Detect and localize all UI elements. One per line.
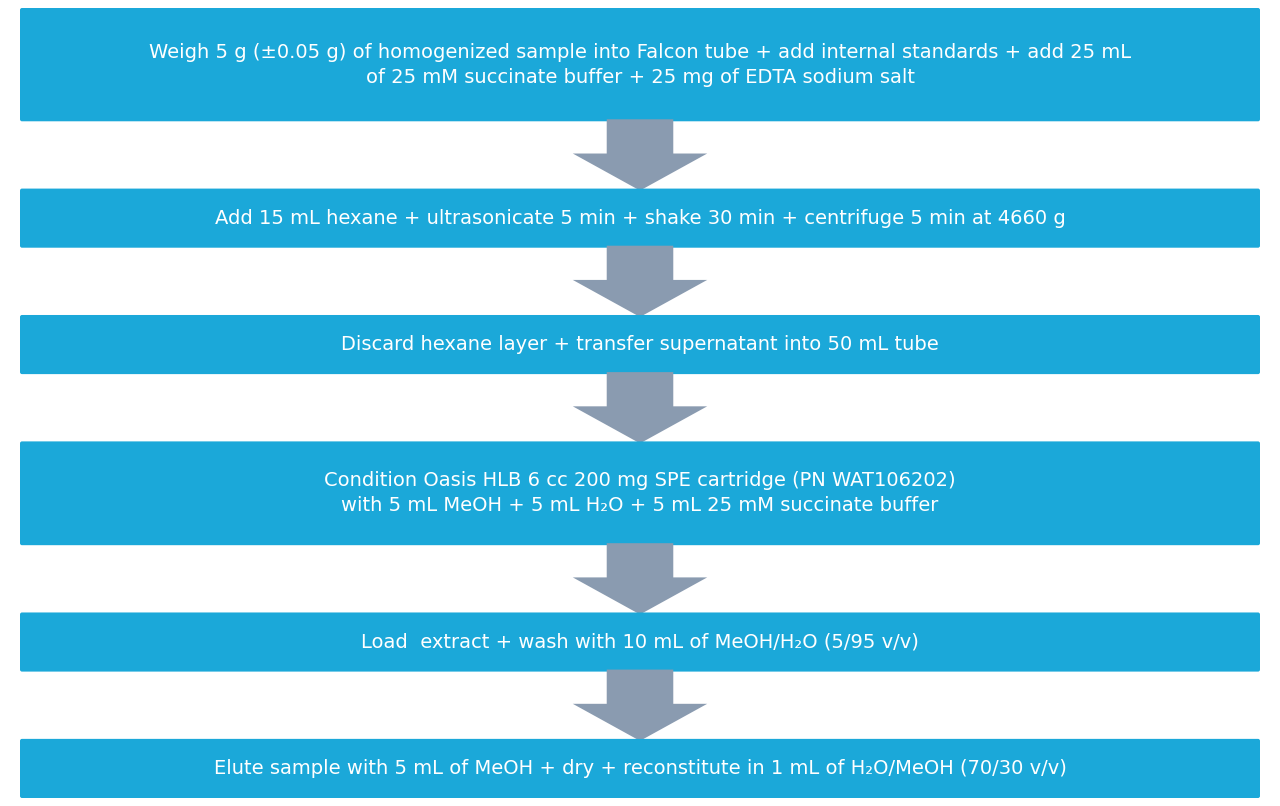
Polygon shape xyxy=(573,119,708,190)
Polygon shape xyxy=(573,670,708,741)
FancyBboxPatch shape xyxy=(20,613,1260,671)
Text: Weigh 5 g (±0.05 g) of homogenized sample into Falcon tube + add internal standa: Weigh 5 g (±0.05 g) of homogenized sampl… xyxy=(148,43,1132,87)
Polygon shape xyxy=(573,372,708,443)
Text: Elute sample with 5 mL of MeOH + dry + reconstitute in 1 mL of H₂O/MeOH (70/30 v: Elute sample with 5 mL of MeOH + dry + r… xyxy=(214,759,1066,778)
Text: Load  extract + wash with 10 mL of MeOH/H₂O (5/95 v/v): Load extract + wash with 10 mL of MeOH/H… xyxy=(361,633,919,651)
Polygon shape xyxy=(573,246,708,317)
Text: Condition Oasis HLB 6 cc 200 mg SPE cartridge (PN WAT106202)
with 5 mL MeOH + 5 : Condition Oasis HLB 6 cc 200 mg SPE cart… xyxy=(324,472,956,515)
FancyBboxPatch shape xyxy=(20,315,1260,374)
FancyBboxPatch shape xyxy=(20,8,1260,121)
FancyBboxPatch shape xyxy=(20,442,1260,545)
FancyBboxPatch shape xyxy=(20,739,1260,798)
Polygon shape xyxy=(573,543,708,614)
Text: Discard hexane layer + transfer supernatant into 50 mL tube: Discard hexane layer + transfer supernat… xyxy=(342,335,938,354)
Text: Add 15 mL hexane + ultrasonicate 5 min + shake 30 min + centrifuge 5 min at 4660: Add 15 mL hexane + ultrasonicate 5 min +… xyxy=(215,209,1065,227)
FancyBboxPatch shape xyxy=(20,189,1260,247)
